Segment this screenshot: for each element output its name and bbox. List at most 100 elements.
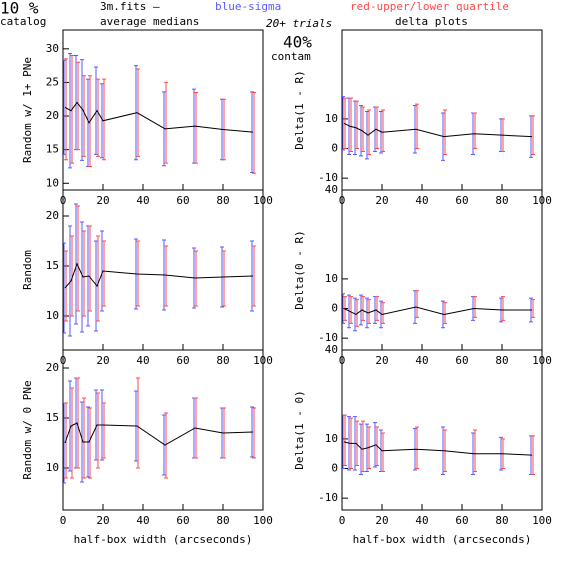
quartile-bar (76, 205, 80, 312)
y-tick-label: 15 (46, 411, 59, 424)
quartile-bar (367, 299, 371, 324)
sigma-bar (62, 242, 66, 334)
panel-frame (62, 349, 264, 511)
x-tick-label: 40 (136, 354, 149, 367)
file: 3m.fits – (100, 0, 160, 13)
x-tick-label: 40 (415, 194, 428, 207)
quartile-bar (415, 290, 419, 318)
quartile-bar (375, 296, 379, 321)
quartile-bar (355, 299, 359, 327)
catalog: catalog (0, 15, 46, 28)
quartile-bar (164, 245, 168, 307)
quartile-bar (473, 112, 477, 150)
x-tick-label: 0 (339, 514, 346, 527)
x-tick-label: 80 (216, 194, 229, 207)
quartile-bar (473, 296, 477, 318)
x-tick-label: 80 (495, 194, 508, 207)
quartile-bar (343, 414, 347, 467)
y-tick-label: 10 (325, 272, 338, 285)
panel-frame (62, 189, 264, 351)
x-tick-label: 60 (176, 514, 189, 527)
x-tick-label: 40 (415, 354, 428, 367)
quartile-bar (82, 75, 86, 157)
quartile-bar (102, 240, 106, 307)
quartile-bar (375, 106, 379, 150)
quartile-bar (531, 299, 535, 318)
y-tick-label: 40 (325, 343, 338, 356)
x-tick-label: 100 (532, 514, 552, 527)
y-tick-label: 20 (46, 109, 59, 122)
y-tick-label: -10 (318, 331, 338, 344)
median-line (64, 101, 254, 133)
x-tick-label: 80 (216, 354, 229, 367)
sigma-bar (80, 221, 84, 333)
quartile-bar (96, 392, 100, 469)
sigma-bar (100, 83, 104, 159)
y-axis-label: Random w/ 1+ PNe (21, 57, 34, 163)
quartile-bar (349, 97, 353, 152)
quartile-bar (194, 250, 198, 307)
x-tick-label: 100 (253, 514, 273, 527)
quartile-bar (443, 109, 447, 155)
quartile-bar (349, 296, 353, 324)
quartile-bar (361, 296, 365, 321)
x-tick-label: 20 (96, 354, 109, 367)
x-tick-label: 60 (455, 354, 468, 367)
y-tick-label: 10 (325, 432, 338, 445)
y-tick-label: 20 (46, 361, 59, 374)
sigma-bar (80, 59, 84, 161)
quartile-bar (96, 235, 100, 322)
panel-frame (341, 29, 543, 191)
quartile-bar (76, 61, 80, 151)
quartile-bar (252, 407, 256, 459)
quartile-bar (415, 426, 419, 470)
y-tick-label: -10 (318, 171, 338, 184)
x-tick-label: 20 (96, 514, 109, 527)
quartile-bar (136, 377, 140, 469)
contam: contam (271, 50, 311, 63)
y-tick-label: 20 (46, 209, 59, 222)
median-line (64, 262, 254, 289)
sigma-bar (341, 293, 345, 324)
y-tick-label: -10 (318, 491, 338, 504)
x-tick-label: 40 (415, 514, 428, 527)
quartile-bar (102, 78, 106, 161)
sigma-bar (162, 414, 166, 476)
delta-title: delta plots (395, 15, 468, 28)
quartile-bar (381, 432, 385, 472)
sigma-bar (94, 389, 98, 461)
y-tick-label: 10 (46, 309, 59, 322)
y-tick-label: 0 (331, 142, 338, 155)
quartile-bar (194, 92, 198, 164)
quartile-bar (222, 250, 226, 307)
y-tick-label: 15 (46, 143, 59, 156)
quartile-bar (64, 250, 68, 322)
x-tick-label: 80 (216, 514, 229, 527)
quartile-bar (164, 412, 168, 479)
y-tick-label: 25 (46, 75, 59, 88)
y-tick-label: 0 (331, 462, 338, 475)
y-tick-label: 10 (46, 461, 59, 474)
quartile-bar (82, 230, 86, 317)
median-line (343, 441, 533, 456)
x-tick-label: 40 (136, 194, 149, 207)
quartile-bar (361, 420, 365, 472)
median-line (64, 422, 254, 446)
y-axis-label: Random (21, 250, 34, 290)
quartile-bar (381, 302, 385, 324)
panel-frame (341, 189, 543, 351)
x-tick-label: 60 (176, 194, 189, 207)
quartile-bar (355, 100, 359, 150)
sigma-bar (341, 96, 345, 151)
contam-percent: 40% (283, 33, 312, 52)
x-tick-label: 60 (176, 354, 189, 367)
y-axis-label: Delta(1 - 0) (293, 390, 306, 469)
x-tick-label: 40 (136, 514, 149, 527)
quartile-bar (136, 240, 140, 307)
quartile-bar (252, 245, 256, 307)
quartile-bar (76, 377, 80, 469)
quartile-bar (70, 387, 74, 479)
quartile-bar (361, 106, 365, 152)
